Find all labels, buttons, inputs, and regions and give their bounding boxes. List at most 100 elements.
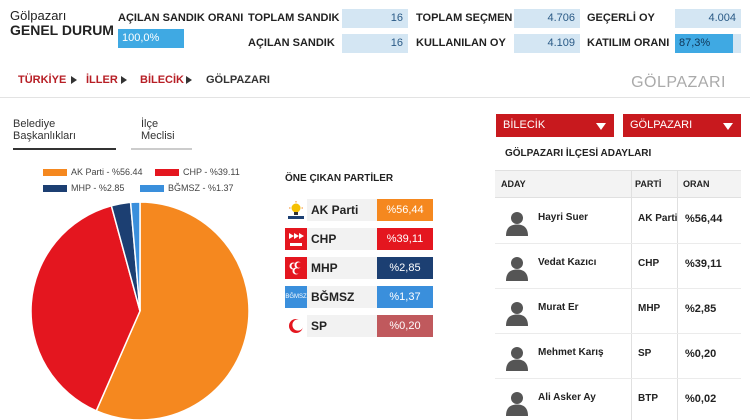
legend-item-mhp: MHP - %2.85	[43, 183, 124, 193]
party-row-chp: CHP %39,11	[285, 228, 433, 250]
breadcrumb-provinces[interactable]: İLLER	[86, 74, 118, 86]
candidate-rate: %0,20	[685, 348, 717, 360]
tab-district-council[interactable]: İlçe Meclisi	[131, 118, 192, 150]
candidate-name: Ali Asker Ay	[538, 392, 596, 403]
table-row: Ali Asker Ay BTP %0,02	[495, 379, 741, 420]
crescents-icon	[285, 257, 307, 279]
avatar-icon	[503, 208, 531, 236]
table-row: Hayri Suer AK Parti %56,44	[495, 199, 741, 244]
candidate-name: Hayri Suer	[538, 212, 589, 223]
col-party: PARTİ	[635, 179, 662, 189]
province-dropdown-value: BİLECİK	[503, 119, 546, 131]
votes-cast-value: 4.109	[514, 34, 580, 53]
votes-cast-label: KULLANILAN OY	[416, 37, 506, 49]
candidate-party: MHP	[638, 303, 661, 314]
opened-ballots-label: AÇILAN SANDIK	[248, 37, 335, 49]
candidate-rate: %56,44	[685, 213, 723, 225]
party-percentage: %0,20	[377, 315, 433, 337]
turnout-value: 87,3%	[679, 37, 711, 49]
party-percentage: %56,44	[377, 199, 433, 221]
party-percentage: %1,37	[377, 286, 433, 308]
ballot-opened-label: AÇILAN SANDIK ORANI	[118, 12, 244, 24]
legend-swatch	[140, 185, 164, 193]
party-percentage: %2,85	[377, 257, 433, 279]
vote-share-pie-chart	[30, 201, 250, 420]
party-row-mhp: MHP %2,85	[285, 257, 433, 279]
party-row-bgmsz: BĞMSZ BĞMSZ %1,37	[285, 286, 433, 308]
page-title: Gölpazarı GENEL DURUM	[10, 8, 114, 38]
turnout-bar: 87,3%	[675, 34, 741, 53]
avatar-icon	[503, 253, 531, 281]
column-divider	[677, 170, 678, 420]
valid-votes-value: 4.004	[675, 9, 741, 28]
party-percentage: %39,11	[377, 228, 433, 250]
title-district: Gölpazarı	[10, 8, 67, 23]
title-general-status: GENEL DURUM	[10, 22, 114, 38]
party-name: SP	[307, 315, 379, 337]
candidate-rate: %0,02	[685, 393, 717, 405]
district-heading: GÖLPAZARI	[631, 74, 726, 91]
breadcrumb-bilecik[interactable]: BİLECİK	[140, 74, 184, 86]
valid-votes-label: GEÇERLİ OY	[587, 12, 655, 24]
legend-swatch	[43, 185, 67, 193]
avatar-icon	[503, 298, 531, 326]
col-candidate: ADAY	[501, 179, 526, 189]
breadcrumb-arrow-icon	[121, 76, 127, 84]
chevron-down-icon	[723, 123, 733, 130]
table-row: Mehmet Karış SP %0,20	[495, 334, 741, 379]
candidate-rate: %39,11	[685, 258, 722, 270]
candidate-name: Murat Er	[538, 302, 579, 313]
opened-ballots-value: 16	[342, 34, 408, 53]
candidate-party: CHP	[638, 258, 660, 269]
crescent-icon	[285, 315, 307, 337]
party-name: MHP	[307, 257, 379, 279]
party-row-sp: SP %0,20	[285, 315, 433, 337]
avatar-icon	[503, 343, 531, 371]
legend-item-chp: CHP - %39.11	[155, 167, 240, 177]
featured-parties-title: ÖNE ÇIKAN PARTİLER	[285, 173, 394, 184]
candidate-party: SP	[638, 348, 652, 359]
pie-slice-bgmsz	[129, 201, 141, 312]
party-row-akp: AK Parti %56,44	[285, 199, 433, 221]
total-voters-label: TOPLAM SEÇMEN	[416, 12, 513, 24]
district-dropdown-value: GÖLPAZARI	[630, 119, 693, 131]
column-divider	[631, 170, 632, 420]
col-rate: ORAN	[683, 179, 710, 189]
candidate-rate: %2,85	[685, 303, 717, 315]
independent-icon: BĞMSZ	[285, 286, 307, 308]
breadcrumb-golpazari: GÖLPAZARI	[206, 74, 270, 86]
party-name: AK Parti	[307, 199, 379, 221]
table-row: Vedat Kazıcı CHP %39,11	[495, 244, 741, 289]
district-dropdown[interactable]: GÖLPAZARI	[623, 114, 741, 137]
total-voters-value: 4.706	[514, 9, 580, 28]
candidate-name: Mehmet Karış	[538, 347, 604, 358]
party-name: CHP	[307, 228, 379, 250]
legend-item-bgmsz: BĞMSZ - %1.37	[140, 183, 234, 193]
candidates-title: GÖLPAZARI İLÇESİ ADAYLARI	[505, 148, 652, 159]
total-ballots-value: 16	[342, 9, 408, 28]
total-ballots-label: TOPLAM SANDIK	[248, 12, 340, 24]
party-name: BĞMSZ	[307, 286, 379, 308]
legend-swatch	[43, 169, 67, 177]
turnout-bar-fill	[675, 34, 733, 53]
breadcrumb-arrow-icon	[71, 76, 77, 84]
bulb-icon	[285, 199, 307, 221]
province-dropdown[interactable]: BİLECİK	[496, 114, 614, 137]
ballot-opened-value: 100,0%	[118, 29, 184, 48]
pie-slice-chp	[30, 204, 141, 412]
table-row: Murat Er MHP %2,85	[495, 289, 741, 334]
candidate-party: AK Parti	[638, 213, 678, 224]
candidate-party: BTP	[638, 393, 658, 404]
breadcrumb-arrow-icon	[186, 76, 192, 84]
avatar-icon	[503, 388, 531, 416]
turnout-label: KATILIM ORANI	[587, 37, 670, 49]
chevron-down-icon	[596, 123, 606, 130]
breadcrumb-turkey[interactable]: TÜRKİYE	[18, 74, 67, 86]
tab-mayoralty[interactable]: Belediye Başkanlıkları	[13, 118, 116, 150]
six-arrows-icon	[285, 228, 307, 250]
breadcrumb: TÜRKİYE İLLER BİLECİK GÖLPAZARI GÖLPAZAR…	[0, 66, 750, 98]
candidate-name: Vedat Kazıcı	[538, 257, 597, 268]
legend-swatch	[155, 169, 179, 177]
legend-item-akp: AK Parti - %56.44	[43, 167, 143, 177]
candidates-table-header: ADAY PARTİ ORAN	[495, 170, 741, 198]
